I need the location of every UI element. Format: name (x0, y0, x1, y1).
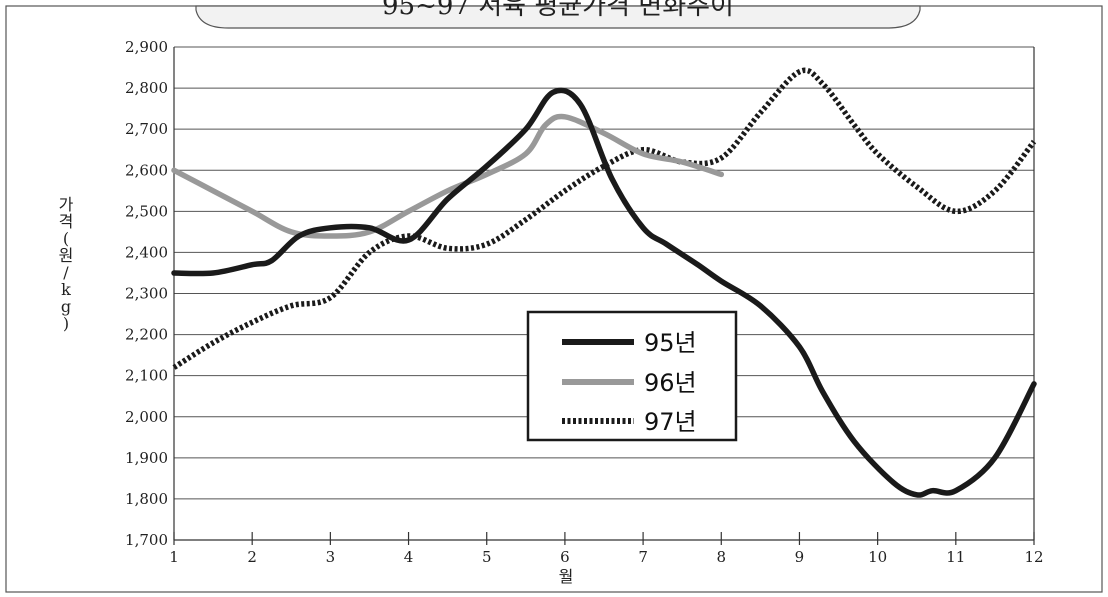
y-tick-label: 2,300 (125, 285, 168, 303)
legend-label-95: 95년 (644, 329, 697, 357)
x-tick-label: 9 (795, 548, 805, 566)
series (171, 67, 1037, 498)
x-tick-label: 4 (404, 548, 414, 566)
y-tick-label: 2,100 (125, 367, 168, 385)
x-tick-label: 12 (1024, 548, 1043, 566)
axes: 1,700 1,800 1,900 2,000 2,100 2,200 2,300 2,400… (125, 38, 1044, 566)
y-tick-label: 2,700 (125, 120, 168, 138)
series-line-97 (172, 67, 1037, 370)
x-tick-label: 1 (169, 548, 179, 566)
y-tick-label: 2,500 (125, 202, 168, 220)
y-tick-label: 1,900 (125, 449, 168, 467)
y-tick-label: 1,700 (125, 531, 168, 549)
y-tick-label: 2,400 (125, 243, 168, 261)
x-tick-label: 6 (560, 548, 570, 566)
chart-title: 95~97 서육 평균가격 변화추이 (382, 0, 734, 21)
y-tick-label: 2,800 (125, 79, 168, 97)
legend-box (526, 310, 738, 442)
x-tick-label: 2 (247, 548, 257, 566)
x-tick-label: 3 (326, 548, 336, 566)
legend-label-96: 96년 (644, 369, 697, 397)
legend-label-97: 97년 (644, 408, 697, 436)
title-tab (195, 5, 921, 29)
y-tick-label: 2,000 (125, 408, 168, 426)
x-tick-label: 11 (946, 548, 965, 566)
x-tick-label: 7 (638, 548, 648, 566)
series-line-95 (171, 87, 1037, 498)
x-tick-label: 5 (482, 548, 492, 566)
y-tick-label: 2,600 (125, 161, 168, 179)
legend: 95년 96년 97년 (526, 310, 738, 442)
x-axis-label: 월 (559, 567, 574, 586)
y-tick-label: 2,900 (125, 38, 168, 56)
y-axis-label: 가 격(원 / k g) (59, 195, 74, 333)
x-tick-label: 8 (716, 548, 726, 566)
x-tick-label: 10 (868, 548, 887, 566)
y-tick-label: 1,800 (125, 490, 168, 508)
y-tick-label: 2,200 (125, 326, 168, 344)
